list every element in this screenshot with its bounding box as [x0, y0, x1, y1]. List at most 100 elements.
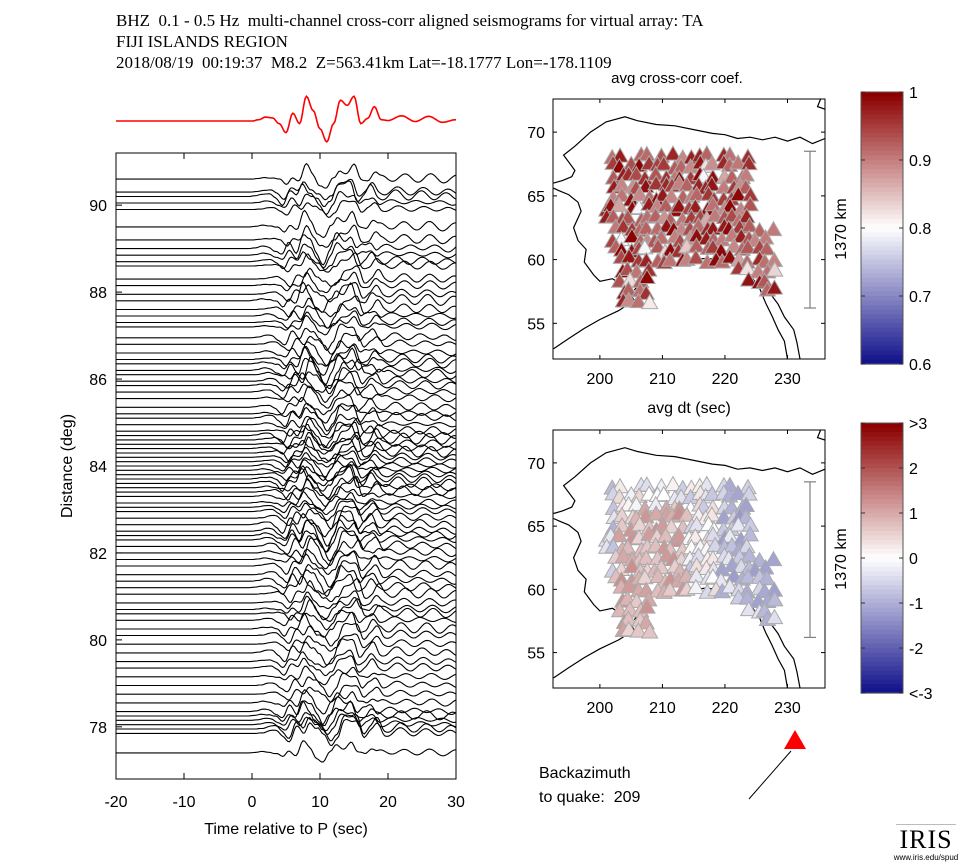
- colorbar-band: [861, 423, 903, 429]
- seismogram-trace: [116, 498, 457, 516]
- colorbar-band: [861, 92, 903, 98]
- colorbar-band: [861, 173, 903, 179]
- station-marker: [635, 238, 654, 255]
- colorbar-band: [861, 445, 903, 451]
- colorbar-band: [861, 580, 903, 586]
- coastline-segment: [553, 447, 826, 515]
- backazimuth-label-line2: to quake: 209: [539, 789, 641, 806]
- colorbar-band: [861, 585, 903, 591]
- colorbar-band: [861, 137, 903, 143]
- colorbar-band: [861, 436, 903, 442]
- colorbar-tick-label: <-3: [909, 686, 933, 703]
- colorbar-band: [861, 639, 903, 645]
- colorbar-tick-label: -1: [909, 596, 923, 613]
- colorbar-band: [861, 323, 903, 329]
- scale-bar: [804, 481, 816, 639]
- station-marker: [757, 569, 776, 586]
- seismogram-trace: [116, 463, 457, 487]
- station-marker: [635, 568, 654, 585]
- colorbar-band: [861, 540, 903, 546]
- station-marker: [664, 475, 682, 492]
- colorbar-band: [861, 300, 903, 306]
- x-tick-label: 230: [774, 700, 801, 717]
- scale-bar-label: 1370 km: [833, 198, 850, 259]
- seismogram-trace: [116, 719, 457, 747]
- colorbar-band: [861, 517, 903, 523]
- colorbar-band: [861, 490, 903, 496]
- seismogram-trace: [116, 282, 457, 303]
- colorbar-band: [861, 255, 903, 261]
- station-markers: [597, 475, 784, 639]
- x-tick-label: 10: [311, 794, 329, 811]
- colorbar-band: [861, 427, 903, 433]
- seismogram-trace: [116, 491, 457, 512]
- station-marker: [729, 153, 747, 170]
- colorbar-band: [861, 345, 903, 351]
- colorbar-band: [861, 472, 903, 478]
- colorbar-band: [861, 661, 903, 667]
- stack-waveform: [116, 94, 457, 143]
- colorbar-band: [861, 688, 903, 694]
- colorbar-band: [861, 282, 903, 288]
- x-tick-label: 230: [774, 371, 801, 388]
- colorbar-band: [861, 273, 903, 279]
- station-marker: [618, 260, 637, 276]
- colorbar-band: [861, 616, 903, 622]
- colorbar-band: [861, 286, 903, 293]
- colorbar-band: [861, 123, 903, 129]
- seismogram-trace: [116, 421, 457, 450]
- colorbar-band: [861, 477, 903, 483]
- seismogram-trace: [116, 209, 457, 239]
- seismogram-trace: [116, 417, 457, 439]
- colorbar-band: [861, 155, 903, 161]
- colorbar-band: [861, 571, 903, 577]
- colorbar-band: [861, 454, 903, 460]
- seismogram-trace: [116, 413, 457, 436]
- colorbar-tick-label: 0.7: [909, 289, 931, 306]
- seismogram-trace: [116, 590, 457, 610]
- colorbar-band: [861, 150, 903, 157]
- x-tick-label: 30: [447, 794, 465, 811]
- station-marker: [764, 220, 783, 237]
- seismogram-trace: [116, 180, 457, 207]
- colorbar-band: [861, 535, 903, 541]
- seismogram-trace: [116, 537, 457, 567]
- station-marker: [629, 292, 648, 309]
- colorbar-band: [861, 432, 903, 438]
- colorbar-band: [861, 657, 903, 663]
- colorbar-band: [861, 146, 903, 152]
- colorbar-band: [861, 187, 903, 193]
- seismogram-trace: [116, 505, 457, 530]
- colorbar-band: [861, 513, 903, 519]
- colorbar-band: [861, 481, 903, 487]
- colorbar-band: [861, 468, 903, 474]
- seismogram-trace: [116, 564, 457, 598]
- colorbar-tick-label: 0.6: [909, 357, 931, 374]
- seismogram-trace: [116, 314, 457, 336]
- colorbar-band: [861, 296, 903, 302]
- y-tick-label: 82: [89, 546, 107, 563]
- colorbar-band: [861, 205, 903, 211]
- seismogram-trace: [116, 323, 457, 352]
- coastline-segment: [553, 187, 636, 350]
- seismogram-trace: [116, 252, 457, 273]
- station-marker: [765, 279, 784, 295]
- colorbar-tick-label: 1: [909, 85, 918, 102]
- colorbar-band: [861, 350, 903, 356]
- station-marker: [647, 174, 665, 191]
- seismogram-trace: [116, 380, 457, 404]
- seismogram-trace: [116, 500, 457, 522]
- colorbar-band: [861, 277, 903, 283]
- colorbar-band: [861, 259, 903, 265]
- seismogram-trace: [116, 519, 457, 553]
- station-marker: [720, 248, 739, 264]
- station-marker: [677, 175, 696, 192]
- colorbar-tick-label: 2: [909, 461, 918, 478]
- colorbar-band: [861, 652, 903, 658]
- colorbar-band: [861, 504, 903, 510]
- seismogram-trace: [116, 434, 457, 463]
- seismogram-logo-icon: [896, 816, 956, 825]
- seismogram-trace: [116, 295, 457, 318]
- y-tick-label: 55: [527, 316, 545, 333]
